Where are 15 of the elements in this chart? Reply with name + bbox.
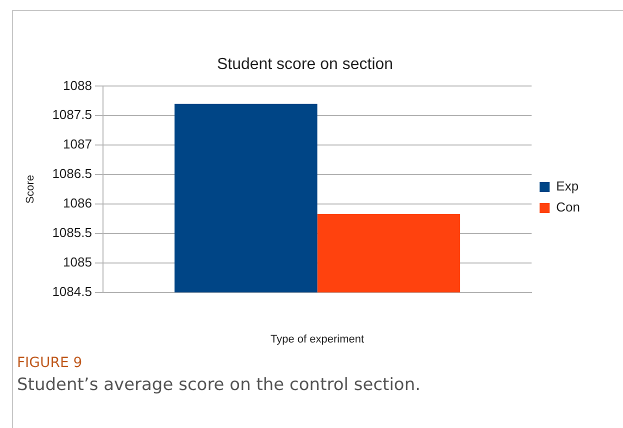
chart-title: Student score on section: [216, 56, 394, 74]
y-tick-label: 1087: [63, 136, 92, 152]
caption: FIGURE 9: [17, 355, 84, 371]
y-tick-label: 1085.5: [52, 225, 92, 240]
y-tick-label: 1087.5: [52, 107, 92, 122]
text: Student’s average score on the control section.: [17, 375, 421, 395]
y-tick-label: 1085: [63, 254, 92, 270]
x-axis-title: Type of experiment: [270, 333, 364, 346]
y-axis-title: Score: [24, 174, 37, 204]
legend-label: Exp: [556, 178, 579, 194]
y-tick-label: 1086: [63, 196, 92, 211]
y-tick-label: 1088: [63, 78, 92, 93]
y-tick-label: 1086.5: [52, 166, 92, 182]
legend-label: Con: [556, 200, 580, 215]
y-tick-label: 1084.5: [52, 284, 92, 299]
